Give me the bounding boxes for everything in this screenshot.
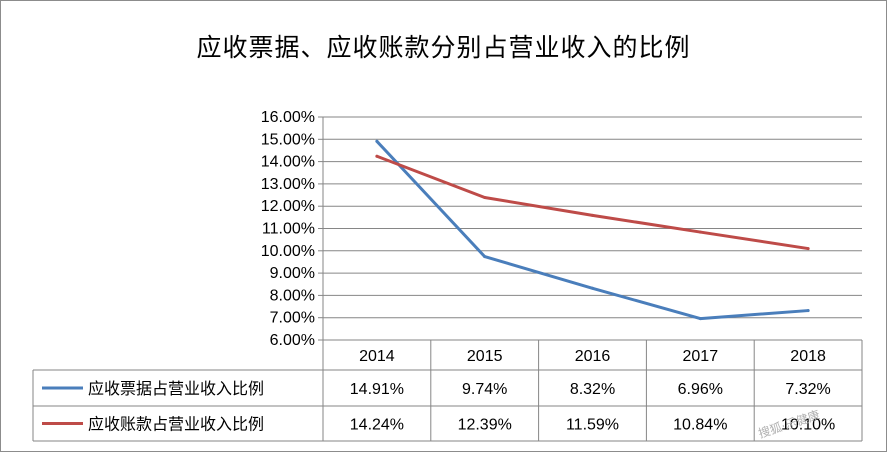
data-point <box>698 230 702 234</box>
table-value-cell: 11.59% <box>566 417 619 434</box>
y-tick-label: 9.00% <box>270 265 315 282</box>
series-line-1 <box>375 139 810 321</box>
x-category-label: 2015 <box>467 348 503 365</box>
table-value-cell: 10.10% <box>781 417 835 434</box>
table-value-cell: 8.32% <box>570 381 615 398</box>
data-point <box>698 317 702 321</box>
y-tick-label: 7.00% <box>270 310 315 327</box>
x-category-label: 2016 <box>575 348 611 365</box>
y-tick-label: 6.00% <box>270 332 315 349</box>
y-tick-label: 11.00% <box>262 221 315 238</box>
table-value-cell: 10.84% <box>673 417 727 434</box>
table-value-cell: 6.96% <box>678 381 723 398</box>
data-point <box>806 309 810 313</box>
y-tick-label: 14.00% <box>261 154 315 171</box>
table-value-cell: 9.74% <box>462 381 507 398</box>
data-point <box>483 196 487 200</box>
table-value-cell: 14.24% <box>350 417 404 434</box>
series-line-2 <box>375 154 810 251</box>
legend-label: 应收账款占营业收入比例 <box>88 415 264 434</box>
legend-label: 应收票据占营业收入比例 <box>88 379 264 398</box>
data-point <box>483 255 487 259</box>
data-point <box>806 247 810 251</box>
y-tick-label: 16.00% <box>261 109 315 126</box>
watermark-logo: 搜狐·乐健康 <box>756 407 821 441</box>
x-category-label: 2017 <box>683 348 719 365</box>
data-point <box>375 139 379 143</box>
table-value-cell: 14.91% <box>350 381 404 398</box>
x-category-label: 2018 <box>790 348 826 365</box>
y-tick-label: 8.00% <box>270 287 315 304</box>
y-tick-label: 13.00% <box>261 176 315 193</box>
y-tick-label: 10.00% <box>261 243 315 260</box>
table-value-cell: 7.32% <box>785 381 830 398</box>
data-point <box>591 213 594 217</box>
chart-title: 应收票据、应收账款分别占营业收入的比例 <box>196 33 691 62</box>
x-category-label: 2014 <box>359 348 395 365</box>
table-value-cell: 12.39% <box>458 417 512 434</box>
y-tick-label: 12.00% <box>261 198 315 215</box>
data-point <box>375 154 379 158</box>
data-point <box>591 286 594 290</box>
y-tick-label: 15.00% <box>261 131 315 148</box>
